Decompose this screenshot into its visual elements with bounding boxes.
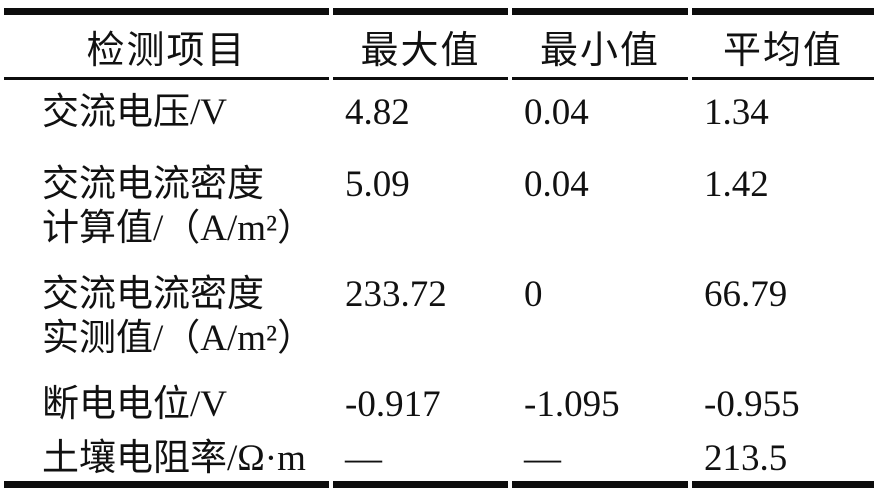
avg-value-cell: 66.79: [704, 274, 788, 315]
table-row: 断电电位/V -0.917 -1.095 -0.955: [4, 372, 874, 434]
item-cell: 交流电流密度 计算值/（A/m²）: [4, 152, 329, 262]
item-cell: 交流电压/V: [4, 80, 329, 152]
item-cell: 交流电流密度 实测值/（A/m²）: [4, 262, 329, 372]
min-value-cell: 0: [524, 274, 543, 315]
header-row: 检测项目 最大值 最小值 平均值: [4, 8, 874, 80]
item-label: 土壤电阻率/Ω·m: [42, 438, 306, 479]
column-header-item: 检测项目: [4, 8, 329, 80]
item-label-line2: 实测值/（A/m²）: [42, 318, 315, 359]
min-value-cell: -1.095: [524, 384, 620, 425]
item-label: 断电电位/V: [42, 384, 227, 425]
max-value-cell: -0.917: [345, 384, 441, 425]
column-header-max: 最大值: [333, 8, 508, 80]
min-value-cell: 0.04: [524, 92, 589, 133]
avg-value-cell: 1.34: [704, 92, 769, 133]
table-row: 土壤电阻率/Ω·m — — 213.5: [4, 434, 874, 488]
min-value-cell: 0.04: [524, 164, 589, 205]
item-cell: 土壤电阻率/Ω·m: [4, 434, 329, 488]
item-label: 交流电流密度: [42, 164, 264, 205]
item-cell: 断电电位/V: [4, 372, 329, 434]
table-row: 交流电流密度 实测值/（A/m²） 233.72 0 66.79: [4, 262, 874, 372]
avg-value-cell: -0.955: [704, 384, 800, 425]
item-label-line2: 计算值/（A/m²）: [42, 208, 315, 249]
column-header-min: 最小值: [512, 8, 688, 80]
min-value-cell: —: [512, 434, 688, 488]
document-page: 检测项目 最大值 最小值 平均值 交流电压/V 4.82 0.04 1.34 交…: [0, 8, 878, 503]
measurement-stats-table: 检测项目 最大值 最小值 平均值 交流电压/V 4.82 0.04 1.34 交…: [0, 8, 878, 488]
avg-value-cell: 213.5: [692, 434, 874, 488]
max-value-cell: 5.09: [345, 164, 410, 205]
max-value-cell: —: [333, 434, 508, 488]
max-value-cell: 233.72: [345, 274, 447, 315]
item-label: 交流电流密度: [42, 274, 264, 315]
avg-value-cell: 1.42: [704, 164, 769, 205]
max-value-cell: 4.82: [345, 92, 410, 133]
table-row: 交流电压/V 4.82 0.04 1.34: [4, 80, 874, 152]
item-label: 交流电压/V: [42, 92, 227, 133]
table-row: 交流电流密度 计算值/（A/m²） 5.09 0.04 1.42: [4, 152, 874, 262]
column-header-avg: 平均值: [692, 8, 874, 80]
